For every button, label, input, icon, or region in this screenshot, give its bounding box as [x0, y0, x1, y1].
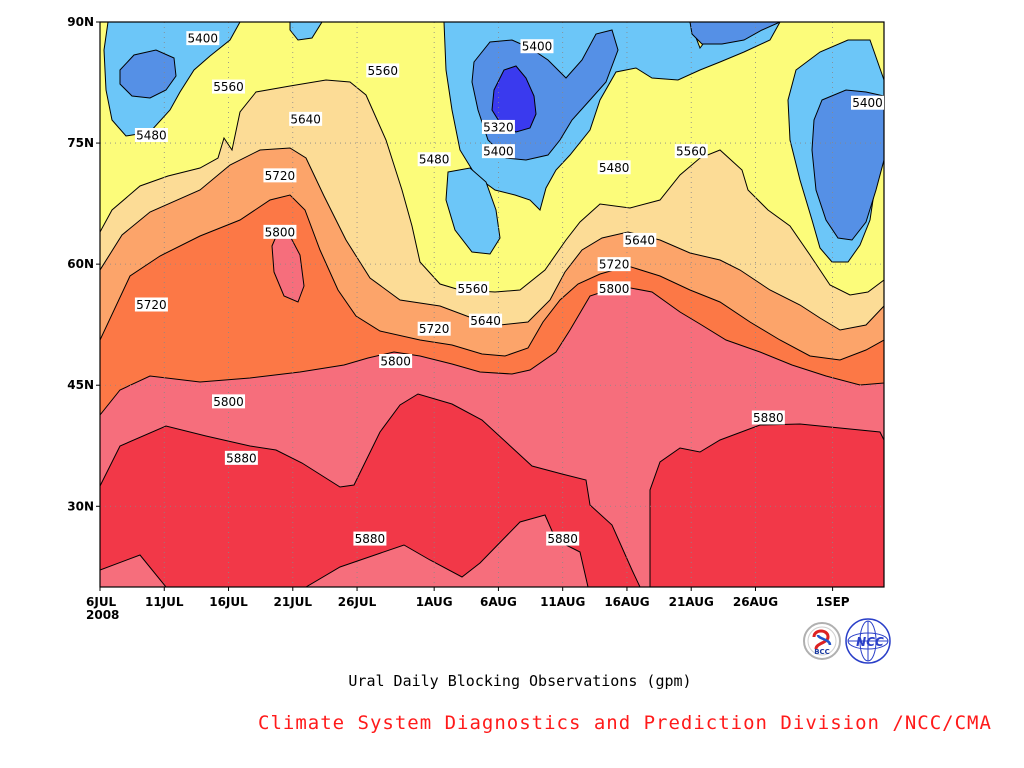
- x-tick-label: 26JUL: [338, 595, 377, 609]
- contour-label: 5640: [623, 232, 657, 247]
- y-tick-label: 45N: [67, 378, 94, 392]
- x-year-label: 2008: [86, 608, 119, 622]
- contour-label: 5880: [751, 410, 785, 425]
- contour-label-text: 5560: [457, 282, 488, 296]
- contour-label: 5720: [134, 297, 168, 312]
- contour-label-text: 5800: [599, 282, 630, 296]
- contour-label-text: 5400: [522, 40, 553, 54]
- contour-label: 5640: [289, 111, 323, 126]
- contour-label: 5400: [481, 144, 515, 159]
- x-axis: 6JUL 11JUL 16JUL 21JUL 26JUL 1AUG 6AUG 11AUG 16A…: [86, 587, 850, 609]
- contour-label-text: 5720: [419, 322, 450, 336]
- contour-label: 5720: [417, 321, 451, 336]
- x-tick-label: 1SEP: [816, 595, 850, 609]
- plot-frame: [99, 21, 885, 588]
- y-tick-label: 30N: [67, 499, 94, 513]
- contour-label-text: 5800: [213, 395, 244, 409]
- contour-label-text: 5880: [753, 411, 784, 425]
- contour-label-text: 5640: [290, 112, 321, 126]
- x-tick-label: 6AUG: [480, 595, 517, 609]
- contour-label-text: 5640: [470, 314, 501, 328]
- x-tick-label: 11AUG: [540, 595, 585, 609]
- contour-label-text: 5400: [483, 145, 514, 159]
- contour-label-text: 5640: [625, 233, 656, 247]
- contour-label-text: 5400: [188, 32, 219, 46]
- contour-label-text: 5800: [380, 355, 411, 369]
- contour-label-text: 5880: [355, 532, 386, 546]
- contour-label: 5800: [212, 394, 246, 409]
- x-tick-label: 16AUG: [604, 595, 649, 609]
- contour-label: 5560: [366, 63, 400, 78]
- y-tick-label: 75N: [67, 136, 94, 150]
- credit-line: Climate System Diagnostics and Predictio…: [258, 712, 992, 734]
- contour-labels: 5400 5560 5480 5560 5640 5720 5800 5720 5400 5320…: [134, 31, 884, 546]
- x-tick-label: 21AUG: [669, 595, 714, 609]
- x-tick-label: 21JUL: [274, 595, 313, 609]
- contour-label: 5480: [417, 152, 451, 167]
- contour-label-text: 5560: [367, 64, 398, 78]
- contour-label: 5480: [597, 160, 631, 175]
- contour-label: 5800: [379, 354, 413, 369]
- contour-label: 5560: [456, 281, 490, 296]
- contour-label-text: 5720: [265, 169, 296, 183]
- contour-label-text: 5480: [419, 153, 450, 167]
- fill-5400-5480-c: [445, 167, 501, 255]
- ncc-logo: NCC: [845, 618, 891, 664]
- contour-label-text: 5800: [265, 225, 296, 239]
- y-tick-label: 60N: [67, 257, 94, 271]
- svg-text:BCC: BCC: [814, 648, 830, 656]
- contour-label: 5880: [546, 531, 580, 546]
- contour-label-text: 5560: [213, 80, 244, 94]
- contour-label-text: 5480: [599, 161, 630, 175]
- x-tick-label: 1AUG: [416, 595, 453, 609]
- contour-label-text: 5320: [483, 120, 514, 134]
- x-tick-label: 26AUG: [733, 595, 778, 609]
- x-tick-label: 11JUL: [145, 595, 184, 609]
- contour-label: 5400: [186, 31, 220, 46]
- contour-label-text: 5480: [136, 129, 167, 143]
- contour-label-text: 5400: [852, 96, 883, 110]
- contour-label: 5720: [597, 257, 631, 272]
- contour-label: 5400: [851, 95, 884, 110]
- contour-label: 5720: [263, 168, 297, 183]
- y-axis: 90N 75N 60N 45N 30N: [67, 15, 100, 513]
- contour-label: 5880: [353, 531, 387, 546]
- chart-caption: Ural Daily Blocking Observations (gpm): [348, 672, 692, 690]
- contour-label-text: 5880: [547, 532, 578, 546]
- contour-label-text: 5720: [136, 298, 167, 312]
- fill-5320-5400-c: [689, 22, 781, 45]
- fill-5800-island: [271, 231, 305, 303]
- filled-contours: [100, 22, 884, 587]
- x-tick-label: 16JUL: [209, 595, 248, 609]
- contour-label: 5560: [674, 144, 708, 159]
- contour-label: 5480: [134, 128, 168, 143]
- y-tick-label: 90N: [67, 15, 94, 29]
- fill-5320-5400-a: [119, 49, 177, 99]
- contour-label: 5640: [469, 313, 503, 328]
- x-tick-label: 6JUL: [86, 595, 117, 609]
- svg-text:NCC: NCC: [856, 635, 884, 649]
- contour-label: 5880: [224, 450, 258, 465]
- contour-label-text: 5560: [676, 145, 707, 159]
- contour-label: 5560: [212, 79, 246, 94]
- contour-label: 5800: [597, 281, 631, 296]
- fill-5400-5480-d: [289, 22, 323, 41]
- contour-label-text: 5720: [599, 258, 630, 272]
- fill-5320-5400-d: [811, 89, 884, 241]
- grid-lines: [100, 22, 884, 587]
- bcc-logo: BCC: [803, 622, 841, 660]
- contour-label-text: 5880: [226, 451, 257, 465]
- contour-label: 5320: [481, 119, 515, 134]
- contour-label: 5800: [263, 224, 297, 239]
- contour-label: 5400: [520, 39, 554, 54]
